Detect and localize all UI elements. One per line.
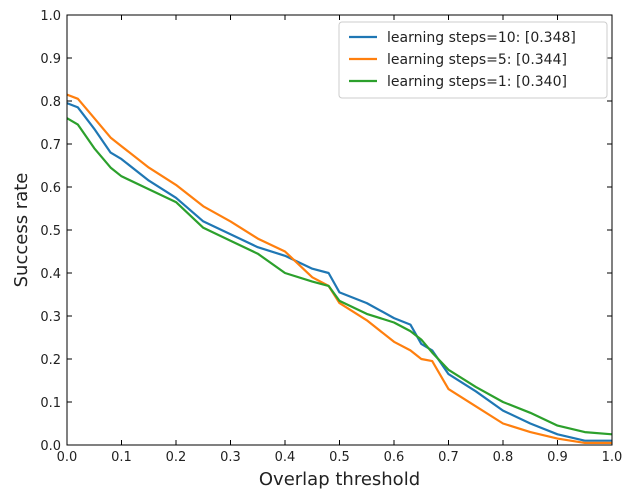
x-tick-label: 0.7 [438,450,459,465]
y-tick-label: 0.1 [40,396,61,411]
legend-box [338,21,608,99]
y-tick-label: 1.0 [40,9,61,24]
y-tick-label: 0.5 [40,224,61,239]
series-line-2 [66,93,612,444]
x-tick-label: 0.6 [384,450,405,465]
y-tick-label: 0.8 [40,95,61,110]
legend-label-2: learning steps=5: [0.344] [387,52,567,68]
x-tick-label: 0.5 [329,450,350,465]
x-tick-label: 0.0 [57,450,78,465]
x-axis-title: Overlap threshold [259,469,420,490]
x-tick-label: 0.1 [111,450,132,465]
y-tick-label: 0.4 [40,267,61,282]
series-line-1 [66,102,612,442]
y-tick-label: 0.3 [40,310,61,325]
legend: learning steps=10: [0.348] learning steps… [338,21,608,99]
y-axis-title: Success rate [11,173,32,288]
series-lines [66,93,613,444]
y-tick-label: 0.7 [40,138,61,153]
x-tick-label: 0.8 [493,450,514,465]
legend-label-3: learning steps=1: [0.340] [387,74,567,90]
x-tick-label: 0.3 [220,450,241,465]
x-tick-label: 1.0 [602,450,623,465]
x-tick-label: 0.2 [166,450,187,465]
y-tick-label: 0.9 [40,52,61,67]
x-tick-label: 0.9 [547,450,568,465]
plot-frame [66,14,613,446]
axis-ticks: 0.0 0.1 0.2 0.3 0.4 0.5 0.6 0.7 0.8 0.9 1.0 0.0 0.1 0… [40,9,622,465]
y-tick-label: 0.6 [40,181,61,196]
legend-label-1: learning steps=10: [0.348] [387,30,576,46]
x-tick-label: 0.4 [275,450,296,465]
series-line-3 [66,117,613,436]
y-tick-label: 0.0 [40,439,61,454]
y-tick-label: 0.2 [40,353,61,368]
